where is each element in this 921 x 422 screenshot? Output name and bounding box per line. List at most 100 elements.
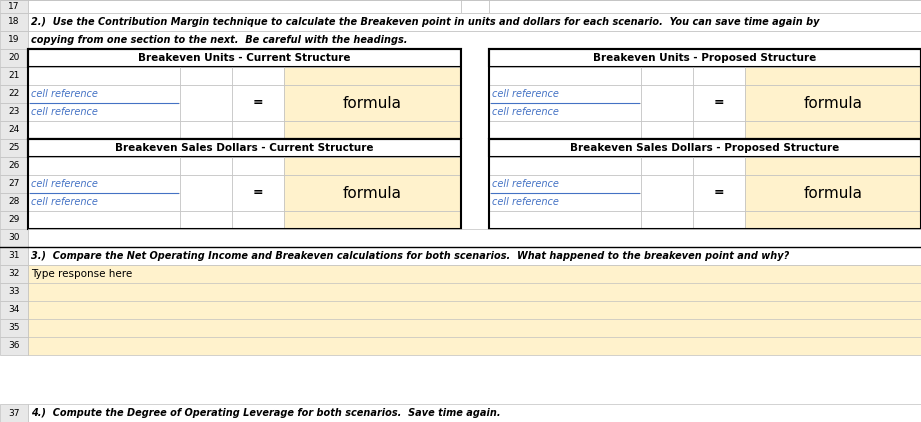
Bar [489,49,921,139]
Text: 21: 21 [8,71,19,81]
Bar [489,67,641,85]
Bar [0,265,28,283]
Bar [284,175,461,211]
Text: 33: 33 [8,287,19,297]
Text: Breakeven Sales Dollars - Current Structure: Breakeven Sales Dollars - Current Struct… [115,143,374,153]
Bar [0,404,28,422]
Text: cell reference: cell reference [31,107,98,117]
Bar [284,157,461,175]
Bar [180,211,232,229]
Bar [28,31,921,49]
Bar [489,211,641,229]
Bar [28,13,921,31]
Bar [232,67,284,85]
Bar [284,121,461,139]
Bar [693,85,745,121]
Text: 27: 27 [8,179,19,189]
Bar [28,229,921,247]
Text: 30: 30 [8,233,19,243]
Text: formula: formula [803,95,862,111]
Bar [180,85,232,121]
Bar [232,211,284,229]
Bar [28,103,180,121]
Text: Breakeven Units - Proposed Structure: Breakeven Units - Proposed Structure [593,53,817,63]
Text: 28: 28 [8,197,19,206]
Text: 36: 36 [8,341,19,351]
Bar [0,175,28,193]
Bar [180,175,232,211]
Bar [284,211,461,229]
Bar [641,157,693,175]
Bar [489,103,641,121]
Bar [489,139,921,157]
Bar [0,301,28,319]
Text: cell reference: cell reference [492,197,559,207]
Bar [489,175,641,193]
Bar [28,0,461,13]
Text: =: = [714,187,724,200]
Text: 4.)  Compute the Degree of Operating Leverage for both scenarios.  Save time aga: 4.) Compute the Degree of Operating Leve… [31,408,501,418]
Text: 37: 37 [8,408,19,417]
Bar [461,121,489,139]
Bar [28,157,180,175]
Bar [28,139,461,229]
Text: 18: 18 [8,17,19,27]
Bar [0,247,28,265]
Text: 20: 20 [8,54,19,62]
Text: 24: 24 [8,125,19,135]
Bar [28,49,461,67]
Bar [693,67,745,85]
Text: formula: formula [343,186,402,200]
Bar [489,85,641,103]
Bar [0,67,28,85]
Bar [28,67,180,85]
Bar [641,67,693,85]
Bar [28,175,180,193]
Bar [28,211,180,229]
Text: 22: 22 [8,89,19,98]
Bar [0,0,28,13]
Bar [180,67,232,85]
Bar [180,157,232,175]
Text: =: = [714,97,724,109]
Bar [0,13,28,31]
Text: Breakeven Sales Dollars - Proposed Structure: Breakeven Sales Dollars - Proposed Struc… [570,143,840,153]
Bar [461,0,489,13]
Bar [0,157,28,175]
Text: 31: 31 [8,252,19,260]
Bar [0,319,28,337]
Bar [745,85,921,121]
Bar [489,49,921,67]
Bar [641,211,693,229]
Text: copying from one section to the next.  Be careful with the headings.: copying from one section to the next. Be… [31,35,407,45]
Bar [641,85,693,121]
Bar [461,139,489,157]
Bar [0,337,28,355]
Bar [0,103,28,121]
Text: =: = [252,187,263,200]
Bar [745,175,921,211]
Bar [693,121,745,139]
Text: 34: 34 [8,306,19,314]
Bar [0,283,28,301]
Text: 32: 32 [8,270,19,279]
Bar [693,157,745,175]
Bar [0,229,28,247]
Text: 3.)  Compare the Net Operating Income and Breakeven calculations for both scenar: 3.) Compare the Net Operating Income and… [31,251,789,261]
Bar [489,139,921,229]
Bar [461,49,489,67]
Bar [284,67,461,85]
Bar [0,193,28,211]
Text: 17: 17 [8,2,19,11]
Bar [489,157,641,175]
Bar [745,157,921,175]
Bar [232,157,284,175]
Text: 2.)  Use the Contribution Margin technique to calculate the Breakeven point in u: 2.) Use the Contribution Margin techniqu… [31,17,820,27]
Text: 19: 19 [8,35,19,44]
Bar [232,121,284,139]
Bar [693,175,745,211]
Bar [461,211,489,229]
Text: 25: 25 [8,143,19,152]
Text: formula: formula [803,186,862,200]
Bar [489,0,921,13]
